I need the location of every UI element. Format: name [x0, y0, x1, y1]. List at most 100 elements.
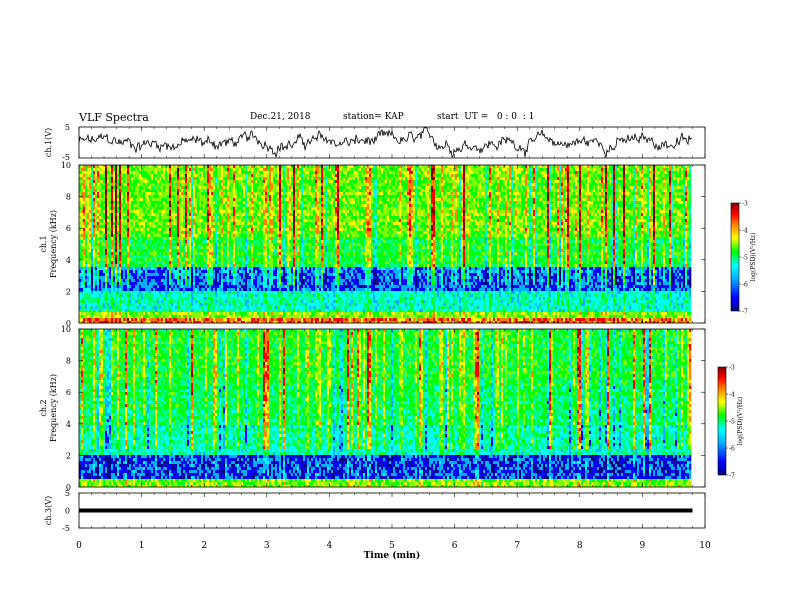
ch1-spectrogram-cell [95, 297, 97, 300]
ch1-spectrogram-cell [109, 192, 111, 195]
ch1-spectrogram-cell [83, 225, 85, 228]
ch1-spectrogram-cell [119, 219, 121, 222]
ch1-spectrogram-cell [83, 231, 85, 234]
ch1-spectrogram-cell [93, 198, 95, 201]
ch1-spectrogram-cell [203, 219, 205, 222]
ch1-spectrogram-cell [175, 252, 177, 255]
ch1-spectrogram-cell [119, 165, 121, 168]
ch1-spectrogram-cell [155, 216, 157, 219]
ch1-spectrogram-cell [163, 201, 165, 204]
ch1-spectrogram-cell [175, 237, 177, 240]
ch1-spectrogram-cell [93, 318, 95, 321]
ch1-spectrogram-cell [113, 180, 115, 183]
ch1-spectrogram-cell [113, 210, 115, 213]
ch1-spectrogram-cell [183, 207, 185, 210]
ch1-spectrogram-cell [161, 171, 163, 174]
ch1-spectrogram-cell [139, 228, 141, 231]
ch1-spectrogram-cell [85, 183, 87, 186]
ch1-spectrogram-cell [171, 288, 173, 291]
ch1-spectrogram-cell [169, 291, 171, 294]
ch1-spectrogram-cell [197, 195, 199, 198]
ch1-spectrogram-cell [179, 180, 181, 183]
ch1-spectrogram-cell [103, 282, 105, 285]
ch1-spectrogram-cell [183, 276, 185, 279]
ch1-spectrogram-cell [139, 201, 141, 204]
ch1-spectrogram-cell [211, 183, 213, 186]
ch1-spectrogram-cell [175, 246, 177, 249]
ch1-spectrogram-cell [169, 285, 171, 288]
ch1-spectrogram-cell [107, 255, 109, 258]
ch1-spectrogram-cell [117, 258, 119, 261]
ch1-spectrogram-cell [97, 291, 99, 294]
ch1-spectrogram-cell [101, 288, 103, 291]
ch1-spectrogram-cell [115, 291, 117, 294]
ch1-spectrogram-cell [209, 165, 211, 168]
ch1-spectrogram-cell [111, 234, 113, 237]
ch1-spectrogram-cell [177, 273, 179, 276]
ch1-spectrogram-cell [105, 291, 107, 294]
ch1-spectrogram-cell [93, 267, 95, 270]
ch1-spectrogram-cell [161, 303, 163, 306]
ch1-spectrogram-cell [165, 306, 167, 309]
ch1-spectrogram-cell [161, 255, 163, 258]
ch1-spectrogram-cell [165, 273, 167, 276]
ch1-spectrogram-cell [187, 294, 189, 297]
ch1-spectrogram-cell [195, 306, 197, 309]
ch1-spectrogram-cell [143, 192, 145, 195]
ch1-spectrogram-cell [85, 288, 87, 291]
ch1-spectrogram-cell [143, 249, 145, 252]
ch1-spectrogram-cell [193, 192, 195, 195]
ch1-spectrogram-cell [83, 291, 85, 294]
ch1-spectrogram-cell [109, 222, 111, 225]
ch1-spectrogram-cell [99, 192, 101, 195]
ch1-spectrogram-cell [123, 318, 125, 321]
ch1-spectrogram-cell [209, 225, 211, 228]
ch1-spectrogram-cell [89, 243, 91, 246]
ch1-spectrogram-cell [205, 183, 207, 186]
ch1-spectrogram-cell [129, 168, 131, 171]
ch1-spectrogram-cell [177, 180, 179, 183]
ch1-spectrogram-cell [169, 258, 171, 261]
ch1-spectrogram-cell [117, 294, 119, 297]
ch1-spectrogram-cell [83, 240, 85, 243]
ch1-spectrogram-cell [99, 285, 101, 288]
ch1-spectrogram-cell [173, 276, 175, 279]
ch1-spectrogram-cell [135, 204, 137, 207]
ch1-spectrogram-cell [113, 243, 115, 246]
ch1-spectrogram-cell [149, 255, 151, 258]
ch1-spectrogram-cell [143, 234, 145, 237]
ch1-spectrogram-cell [115, 216, 117, 219]
ch1-spectrogram-cell [185, 177, 187, 180]
ch1-spectrogram-cell [135, 264, 137, 267]
ch1-spectrogram-cell [181, 189, 183, 192]
ch1-spectrogram-cell [111, 177, 113, 180]
ch1-spectrogram-cell [103, 261, 105, 264]
ch1-spectrogram-cell [135, 237, 137, 240]
ch1-spectrogram-cell [137, 210, 139, 213]
ch1-spectrogram-cell [105, 297, 107, 300]
ch1-spectrogram-cell [167, 267, 169, 270]
ch1-spectrogram-cell [159, 192, 161, 195]
ch1-spectrogram-cell [143, 312, 145, 315]
ch1-spectrogram-cell [195, 309, 197, 312]
ch1-spectrogram-cell [91, 252, 93, 255]
ch1-spectrogram-cell [177, 234, 179, 237]
ch1-spectrogram-cell [87, 249, 89, 252]
ch1-spectrogram-cell [185, 291, 187, 294]
ch1-spectrogram-cell [209, 183, 211, 186]
ch1-spectrogram-cell [179, 258, 181, 261]
ch1-spectrogram-cell [127, 192, 129, 195]
ch1-spectrogram-cell [167, 180, 169, 183]
ch1-spectrogram-cell [181, 288, 183, 291]
ch1-spectrogram-cell [125, 219, 127, 222]
ch1-spectrogram-cell [125, 249, 127, 252]
ch1-spectrogram-cell [121, 288, 123, 291]
ch1-spectrogram-cell [171, 186, 173, 189]
ch1-spectrogram-cell [129, 189, 131, 192]
ch1-spectrogram-cell [141, 291, 143, 294]
ch1-spectrogram-cell [185, 264, 187, 267]
ch1-spectrogram-cell [87, 258, 89, 261]
ch1-spectrogram-cell [191, 255, 193, 258]
ch1-spectrogram-cell [91, 195, 93, 198]
ch1-spectrogram-cell [95, 210, 97, 213]
